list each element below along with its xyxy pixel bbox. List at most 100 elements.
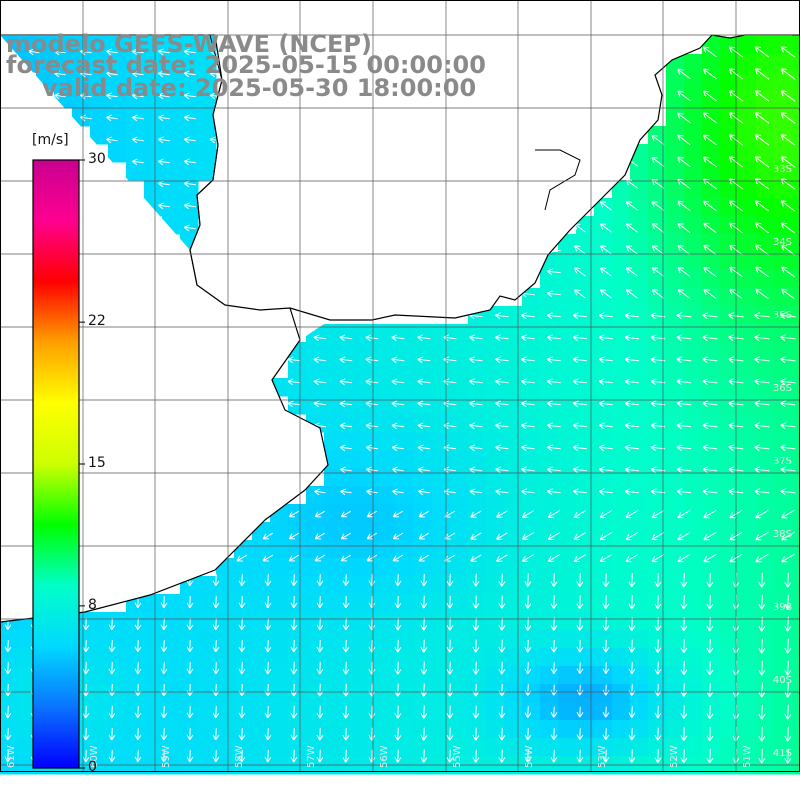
wind-arrow bbox=[677, 200, 691, 212]
wind-arrow bbox=[394, 639, 402, 653]
wind-arrow bbox=[754, 178, 770, 190]
wind-arrow bbox=[754, 90, 770, 102]
wind-arrow bbox=[183, 224, 196, 232]
wind-arrow bbox=[183, 48, 196, 56]
wind-arrow bbox=[212, 640, 220, 653]
wind-arrow bbox=[572, 312, 587, 320]
wind-arrow bbox=[183, 158, 196, 166]
wind-arrow bbox=[676, 488, 692, 496]
wind-arrow bbox=[755, 288, 769, 300]
wind-arrow bbox=[654, 749, 662, 763]
wind-arrow bbox=[651, 267, 665, 277]
wind-arrow bbox=[602, 728, 610, 740]
wind-arrow bbox=[680, 727, 688, 741]
longitude-label: 55W bbox=[452, 745, 463, 768]
wind-arrow bbox=[780, 134, 796, 146]
wind-arrow bbox=[238, 640, 246, 653]
wind-arrow bbox=[677, 289, 691, 299]
wind-arrow bbox=[754, 356, 770, 364]
wind-arrow bbox=[446, 727, 454, 741]
wind-arrow bbox=[186, 596, 194, 609]
longitude-label: 58W bbox=[234, 745, 245, 768]
wind-arrow bbox=[288, 532, 300, 540]
wind-arrow bbox=[654, 639, 662, 653]
wind-arrow bbox=[625, 554, 639, 563]
wind-arrow bbox=[340, 532, 351, 540]
wind-arrow bbox=[106, 136, 118, 144]
wind-arrow bbox=[654, 594, 662, 610]
wind-arrow bbox=[212, 706, 220, 719]
wind-arrow bbox=[781, 509, 795, 519]
wind-arrow bbox=[706, 748, 714, 764]
wind-arrow bbox=[238, 596, 246, 609]
wind-arrow bbox=[365, 400, 379, 408]
wind-arrow bbox=[598, 422, 613, 430]
wind-arrow bbox=[131, 92, 144, 100]
wind-arrow bbox=[550, 684, 558, 696]
wind-arrow bbox=[521, 400, 535, 408]
wind-arrow bbox=[524, 662, 532, 675]
wind-arrow bbox=[676, 312, 692, 320]
colorbar bbox=[32, 159, 85, 769]
longitude-label: 57W bbox=[306, 745, 317, 768]
wind-arrow bbox=[676, 444, 692, 452]
wind-arrow bbox=[702, 156, 717, 168]
wind-arrow bbox=[521, 334, 535, 342]
wind-arrow bbox=[602, 639, 610, 653]
wind-arrow bbox=[394, 574, 402, 587]
wind-arrow bbox=[676, 422, 692, 430]
colorbar-tick-label: 8 bbox=[88, 596, 97, 613]
wind-arrow bbox=[576, 662, 584, 674]
latitude-label: 35S bbox=[773, 310, 792, 321]
wind-arrow bbox=[521, 378, 535, 386]
wind-arrow bbox=[628, 595, 636, 610]
wind-arrow bbox=[498, 661, 506, 675]
wind-arrow bbox=[4, 662, 12, 675]
wind-arrow bbox=[780, 378, 796, 386]
wind-arrow bbox=[576, 706, 584, 718]
wind-arrow bbox=[314, 510, 326, 518]
wind-arrow bbox=[702, 68, 717, 80]
wind-arrow bbox=[420, 573, 428, 587]
wind-arrow bbox=[784, 638, 792, 654]
wind-arrow bbox=[624, 466, 639, 474]
wind-arrow bbox=[758, 682, 766, 698]
wind-arrow bbox=[521, 422, 535, 430]
wind-arrow bbox=[417, 422, 431, 430]
wind-arrow bbox=[157, 136, 170, 144]
wind-arrow bbox=[703, 222, 717, 234]
wind-arrow bbox=[496, 554, 508, 562]
wind-arrow bbox=[496, 510, 508, 518]
wind-arrow bbox=[676, 356, 692, 364]
wind-arrow bbox=[365, 356, 379, 364]
latitude-labels: 33S 34S 35S 36S 37S 38S 39S 40S 41S bbox=[773, 164, 792, 759]
wind-arrow bbox=[183, 136, 196, 144]
wind-arrow bbox=[547, 532, 560, 540]
wind-arrow bbox=[754, 378, 770, 386]
wind-arrow bbox=[365, 378, 379, 386]
wind-arrow bbox=[212, 596, 220, 609]
wind-arrow bbox=[754, 444, 770, 452]
wind-arrow bbox=[313, 378, 327, 386]
wind-arrow bbox=[131, 48, 144, 56]
wind-arrow bbox=[392, 532, 404, 540]
wind-arrow bbox=[495, 466, 509, 474]
wind-arrow bbox=[417, 400, 431, 408]
wind-arrow bbox=[651, 245, 665, 255]
wind-arrow bbox=[702, 400, 718, 408]
wind-arrow bbox=[186, 728, 194, 741]
wind-arrow bbox=[654, 617, 662, 632]
wind-arrow bbox=[572, 378, 587, 386]
longitude-label: 53W bbox=[597, 745, 608, 768]
wind-arrow bbox=[54, 70, 66, 78]
wind-arrow bbox=[547, 488, 561, 496]
wind-arrow bbox=[572, 334, 587, 342]
wind-arrow bbox=[209, 70, 222, 78]
wind-arrow bbox=[755, 266, 769, 278]
wind-arrow bbox=[680, 749, 688, 764]
colorbar-tick-marks bbox=[79, 159, 85, 769]
wind-arrow bbox=[262, 554, 274, 562]
wind-arrow bbox=[134, 640, 142, 653]
wind-arrow bbox=[702, 334, 718, 342]
wind-arrow bbox=[262, 532, 274, 540]
